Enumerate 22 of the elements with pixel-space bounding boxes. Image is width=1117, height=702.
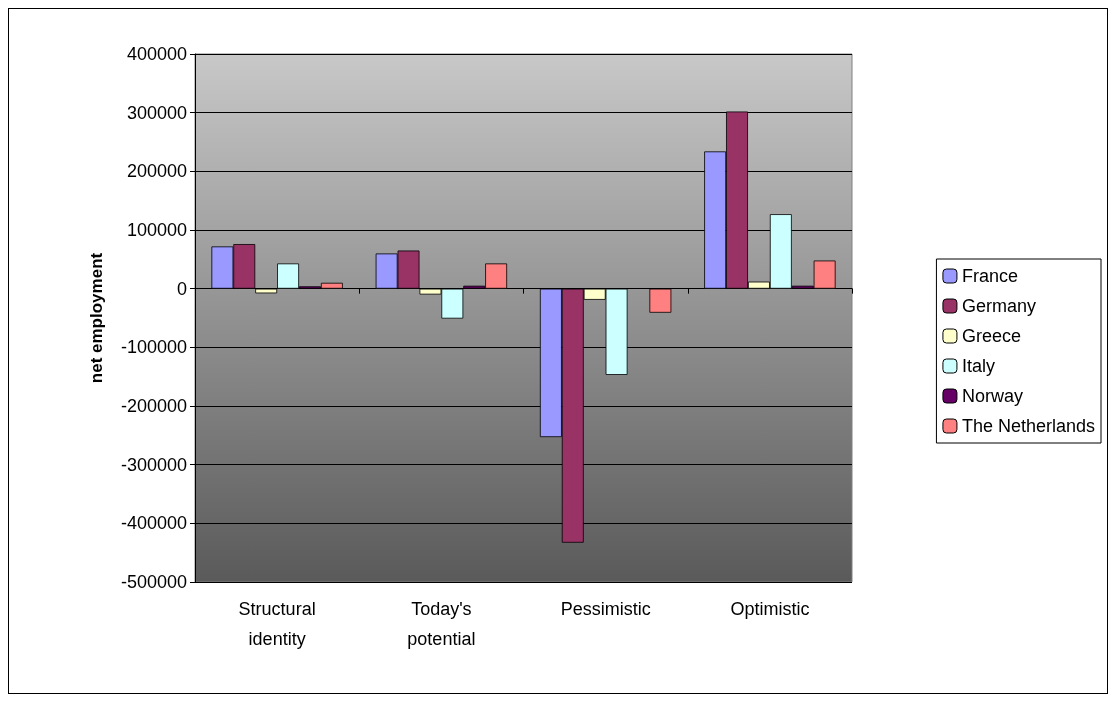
legend-label: Norway xyxy=(961,386,1023,406)
y-tick-label: -200000 xyxy=(120,396,187,416)
y-tick-label: 300000 xyxy=(126,102,187,123)
x-tick-label: Today's potential xyxy=(407,599,476,649)
legend-label: Italy xyxy=(961,356,995,376)
bar xyxy=(649,288,672,313)
x-tick-label: Optimistic xyxy=(730,599,810,619)
legend-label: Greece xyxy=(961,326,1021,346)
legend-label: France xyxy=(961,266,1018,286)
y-tick-label: -300000 xyxy=(120,454,187,475)
legend-label: Germany xyxy=(961,296,1036,316)
x-tick-label: Pessimistic xyxy=(560,599,651,619)
y-tick-label: -100000 xyxy=(120,337,187,358)
y-tick-label: 400000 xyxy=(126,44,187,64)
y-tick-label: -500000 xyxy=(120,572,187,592)
y-tick-label: 0 xyxy=(176,278,187,299)
y-tick-label: 100000 xyxy=(126,220,187,240)
x-tick-label: Structural identity xyxy=(238,599,316,649)
legend-label: The Netherlands xyxy=(961,416,1095,436)
y-tick-label: 200000 xyxy=(126,161,187,182)
y-axis-title: net employment xyxy=(87,252,106,384)
y-tick-label: -400000 xyxy=(120,513,187,534)
